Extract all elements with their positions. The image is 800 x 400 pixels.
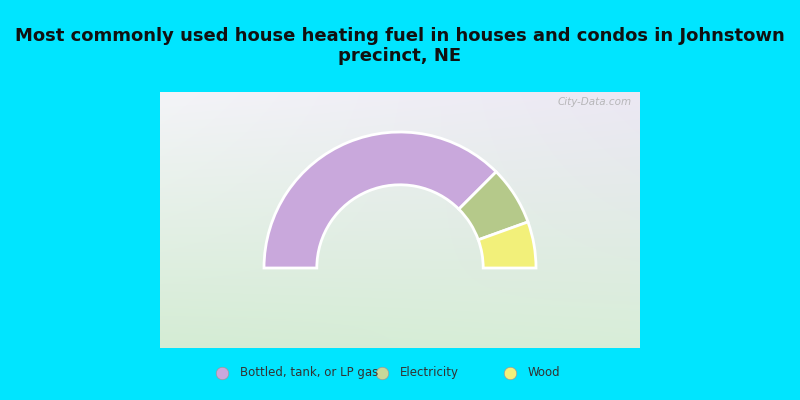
Text: Wood: Wood [528, 366, 561, 380]
Text: City-Data.com: City-Data.com [558, 97, 632, 107]
Wedge shape [459, 172, 528, 240]
Text: Most commonly used house heating fuel in houses and condos in Johnstown
precinct: Most commonly used house heating fuel in… [15, 26, 785, 65]
Text: Bottled, tank, or LP gas: Bottled, tank, or LP gas [240, 366, 378, 380]
Wedge shape [264, 132, 496, 268]
Text: Electricity: Electricity [400, 366, 459, 380]
Wedge shape [478, 222, 536, 268]
